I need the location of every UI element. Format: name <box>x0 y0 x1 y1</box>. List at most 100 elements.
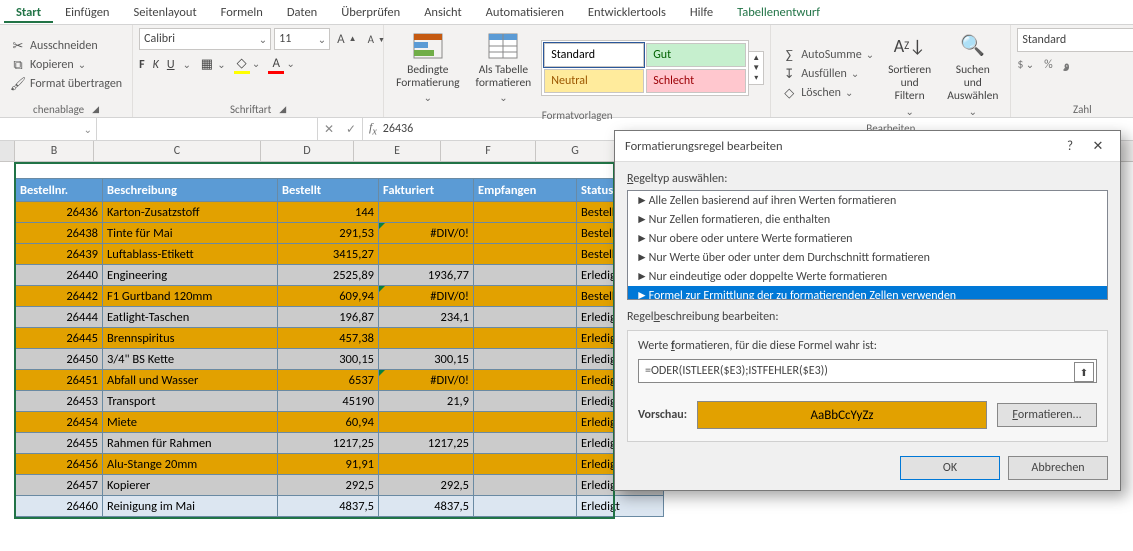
font-size-select[interactable]: 11 <box>274 28 330 50</box>
rule-type-option[interactable]: Alle Zellen basierend auf ihren Werten f… <box>628 191 1107 210</box>
borders-button[interactable]: ▦ <box>199 57 226 73</box>
rule-type-option[interactable]: Nur obere oder untere Werte formatieren <box>628 229 1107 248</box>
error-indicator-icon[interactable] <box>379 286 385 292</box>
col-header-C[interactable]: C <box>94 141 261 161</box>
col-header-F[interactable]: F <box>441 141 536 161</box>
rule-description-box: Werte formatieren, für die diese Formel … <box>627 330 1108 442</box>
table-row[interactable]: 264503/4" BS Kette300,15300,15Erledigt <box>16 349 664 370</box>
format-painter-button[interactable]: 🖌 Format übertragen <box>6 75 126 93</box>
error-indicator-icon[interactable] <box>379 223 385 229</box>
table-header[interactable]: Bestellnr. <box>16 179 103 202</box>
table-row[interactable]: 26457Kopierer292,5292,5Erledigt <box>16 475 664 496</box>
fill-color-button[interactable]: ◇ <box>234 55 261 74</box>
table-row[interactable]: 26440Engineering2525,891936,77Erledigt <box>16 265 664 286</box>
underline-button[interactable]: U <box>167 58 175 72</box>
col-header-D[interactable]: D <box>261 141 354 161</box>
table-header[interactable]: Fakturiert <box>379 179 474 202</box>
rule-type-option[interactable]: Nur Zellen formatieren, die enthalten <box>628 210 1107 229</box>
name-box[interactable] <box>0 118 97 140</box>
close-button[interactable]: ✕ <box>1084 139 1112 154</box>
range-picker-icon[interactable]: ⬆ <box>1074 362 1094 382</box>
table-row[interactable]: 26455Rahmen für Rahmen1217,251217,25Erle… <box>16 433 664 454</box>
ok-button[interactable]: OK <box>900 456 1000 480</box>
autosum-button[interactable]: ∑AutoSumme <box>777 46 878 64</box>
format-preview: AaBbCcYyZz <box>697 401 987 429</box>
rule-type-list[interactable]: Alle Zellen basierend auf ihren Werten f… <box>627 190 1108 300</box>
tab-automatisieren[interactable]: Automatisieren <box>474 1 576 23</box>
rule-formula-input[interactable]: =ODER(ISTLEER($E3);ISTFEHLER($E3)) ⬆ <box>638 359 1097 383</box>
chevron-down-icon[interactable] <box>183 58 191 72</box>
data-table[interactable]: Bestellnr.BeschreibungBestelltFakturiert… <box>15 162 664 517</box>
rule-type-option[interactable]: Nur eindeutige oder doppelte Werte forma… <box>628 267 1107 286</box>
tab-überprüfen[interactable]: Überprüfen <box>329 1 412 23</box>
style-gut[interactable]: Gut <box>646 43 746 67</box>
col-header-G[interactable]: G <box>536 141 615 161</box>
style-standard[interactable]: Standard <box>544 43 644 67</box>
table-header[interactable]: Bestellt <box>278 179 379 202</box>
error-indicator-icon[interactable] <box>379 370 385 376</box>
increase-font-button[interactable]: A▲ <box>333 31 360 48</box>
format-button[interactable]: Formatieren... <box>997 403 1097 427</box>
clear-button[interactable]: ◇Löschen <box>777 84 878 102</box>
cancel-formula-button[interactable]: ✕ <box>318 122 340 137</box>
table-row[interactable]: 26454Miete60,94Erledigt <box>16 412 664 433</box>
dialog-launcher-icon[interactable]: ◢ <box>92 104 99 115</box>
font-color-icon: A <box>268 55 284 74</box>
tab-einfügen[interactable]: Einfügen <box>53 1 121 23</box>
accept-formula-button[interactable]: ✓ <box>340 122 362 137</box>
italic-button[interactable]: K <box>153 58 159 72</box>
rule-formula-text: =ODER(ISTLEER($E3);ISTFEHLER($E3)) <box>645 364 828 378</box>
accounting-button[interactable]: $ <box>1017 58 1034 72</box>
cut-button[interactable]: ✂ Ausschneiden <box>6 37 126 55</box>
table-icon <box>487 30 519 62</box>
table-row[interactable]: 26436Karton-Zusatzstoff144Bestellt <box>16 202 664 223</box>
number-format-select[interactable]: Standard <box>1017 28 1133 52</box>
table-header[interactable]: Beschreibung <box>103 179 278 202</box>
percent-button[interactable]: % <box>1044 58 1053 72</box>
cancel-button[interactable]: Abbrechen <box>1008 456 1108 480</box>
font-name-select[interactable]: Calibri <box>139 28 271 50</box>
find-select-button[interactable]: 🔍 Suchen und Auswählen <box>941 28 1004 121</box>
col-header-B[interactable]: B <box>15 141 94 161</box>
tab-hilfe[interactable]: Hilfe <box>678 1 725 23</box>
tab-entwicklertools[interactable]: Entwicklertools <box>576 1 678 23</box>
table-header[interactable]: Empfangen <box>474 179 577 202</box>
col-header-E[interactable]: E <box>354 141 441 161</box>
tab-daten[interactable]: Daten <box>275 1 329 23</box>
tab-tabellenentwurf[interactable]: Tabellenentwurf <box>725 1 832 23</box>
tab-seitenlayout[interactable]: Seitenlayout <box>122 1 209 23</box>
bold-button[interactable]: F <box>139 58 145 72</box>
fill-button[interactable]: ↧Ausfüllen <box>777 65 878 83</box>
dialog-titlebar[interactable]: Formatierungsregel bearbeiten ? ✕ <box>615 131 1120 162</box>
tab-formeln[interactable]: Formeln <box>209 1 275 23</box>
table-row[interactable]: 26456Alu-Stange 20mm91,91Erledigt <box>16 454 664 475</box>
table-row[interactable]: 26439Luftablass-Etikett3415,27Bestellt <box>16 244 664 265</box>
dialog-launcher-icon[interactable]: ◢ <box>279 104 286 115</box>
conditional-formatting-button[interactable]: Bedingte Formatierung <box>390 28 465 108</box>
table-row[interactable]: 26445Brennspiritus457,38Erledigt <box>16 328 664 349</box>
font-color-button[interactable]: A <box>268 55 295 74</box>
table-row[interactable]: 26460Reinigung im Mai4837,54837,5Erledig… <box>16 496 664 517</box>
rule-type-option[interactable]: Formel zur Ermittlung der zu formatieren… <box>628 286 1107 300</box>
copy-label: Kopieren <box>30 58 74 72</box>
tab-start[interactable]: Start <box>4 1 53 23</box>
table-row[interactable]: 26438Tinte für Mai291,53#DIV/0!Bestellt <box>16 223 664 244</box>
edit-formatting-rule-dialog: Formatierungsregel bearbeiten ? ✕ Regelt… <box>614 130 1121 491</box>
table-row[interactable]: 26453Transport4519021,9Erledigt <box>16 391 664 412</box>
sort-filter-button[interactable]: AZ↓ Sortieren und Filtern <box>882 28 937 121</box>
select-all-corner[interactable] <box>0 141 15 161</box>
cell-styles-gallery[interactable]: StandardGutNeutralSchlecht <box>541 40 749 96</box>
copy-button[interactable]: ⧉ Kopieren <box>6 56 126 74</box>
table-row[interactable]: 26444Eatlight-Taschen196,87234,1Erledigt <box>16 307 664 328</box>
gallery-scroll[interactable]: ▲▼▾ <box>749 51 764 85</box>
comma-button[interactable]: ۅ <box>1063 57 1070 72</box>
help-button[interactable]: ? <box>1056 139 1084 154</box>
rule-type-option[interactable]: Nur Werte über oder unter dem Durchschni… <box>628 248 1107 267</box>
style-schlecht[interactable]: Schlecht <box>646 69 746 93</box>
tab-ansicht[interactable]: Ansicht <box>412 1 473 23</box>
table-row[interactable]: 26451Abfall und Wasser6537#DIV/0!Erledig… <box>16 370 664 391</box>
style-neutral[interactable]: Neutral <box>544 69 644 93</box>
cond-fmt-icon <box>412 30 444 62</box>
format-as-table-button[interactable]: Als Tabelle formatieren <box>470 28 538 108</box>
table-row[interactable]: 26442F1 Gurtband 120mm609,94#DIV/0!Beste… <box>16 286 664 307</box>
